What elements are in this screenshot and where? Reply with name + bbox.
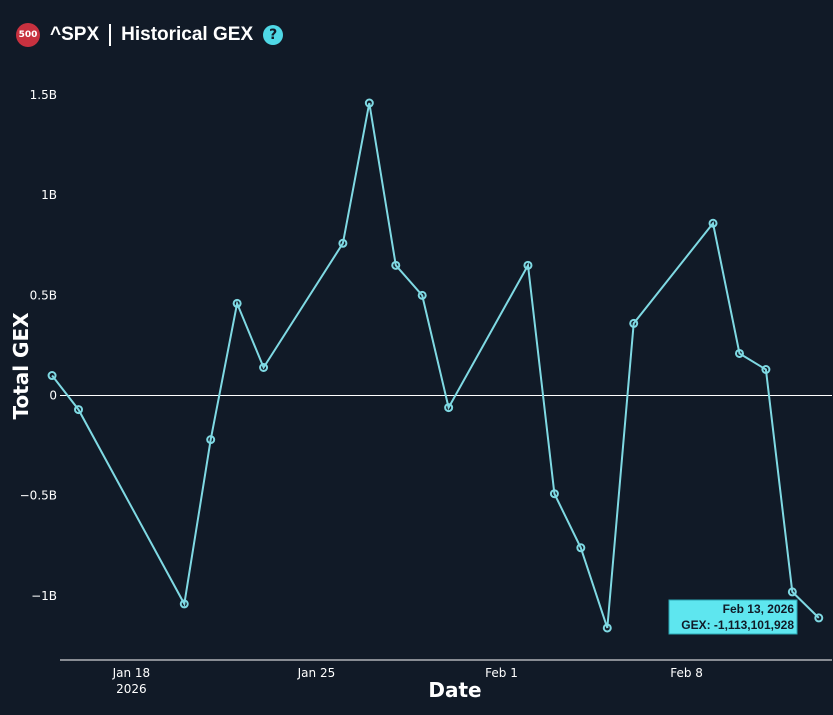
help-icon[interactable]: ? — [263, 25, 284, 45]
ticker-symbol: ^SPX — [50, 24, 100, 45]
data-point[interactable] — [232, 298, 242, 308]
x-axis-ticks: Jan 18 2026 Jan 25 Feb 1 Feb 8 — [112, 666, 703, 696]
data-point[interactable] — [814, 613, 824, 623]
hover-tooltip: Feb 13, 2026 GEX: -1,113,101,928 — [668, 599, 798, 635]
data-point[interactable] — [391, 260, 401, 270]
data-point[interactable] — [444, 403, 454, 413]
x-tick-label: Jan 18 — [112, 666, 151, 680]
x-axis-title: Date — [428, 678, 481, 702]
data-point[interactable] — [787, 587, 797, 597]
data-point[interactable] — [364, 98, 374, 108]
gex-series-points[interactable] — [47, 98, 824, 633]
x-tick-label: Jan 25 — [297, 666, 336, 680]
data-point[interactable] — [708, 218, 718, 228]
y-tick-label: 0 — [49, 389, 57, 403]
data-point[interactable] — [338, 238, 348, 248]
y-tick-label: 1B — [41, 188, 57, 202]
chart-title: Historical GEX — [121, 24, 254, 45]
y-tick-label: 1.5B — [30, 88, 57, 102]
gex-series-line — [51, 102, 820, 629]
x-tick-label: Feb 8 — [670, 666, 703, 680]
data-point[interactable] — [523, 260, 533, 270]
tooltip-value: GEX: -1,113,101,928 — [681, 618, 794, 632]
x-tick-year-label: 2026 — [116, 682, 147, 696]
data-point[interactable] — [259, 363, 269, 372]
data-point[interactable] — [179, 599, 189, 609]
data-point[interactable] — [734, 348, 744, 358]
y-tick-label: 0.5B — [30, 288, 57, 302]
y-tick-label: −1B — [31, 589, 57, 603]
data-point[interactable] — [761, 365, 771, 375]
tooltip-date: Feb 13, 2026 — [723, 602, 795, 616]
x-tick-label: Feb 1 — [485, 666, 518, 680]
y-tick-label: −0.5B — [20, 489, 57, 503]
sp500-badge-icon: 500 — [16, 23, 40, 47]
chart-header: 500 ^SPX Historical GEX ? — [16, 20, 284, 50]
data-point[interactable] — [576, 543, 586, 553]
data-point[interactable] — [549, 489, 559, 499]
data-point[interactable] — [602, 623, 612, 633]
y-axis-ticks: 1.5B 1B 0.5B 0 −0.5B −1B — [20, 88, 57, 603]
tooltip-background — [668, 599, 798, 635]
y-axis-title: Total GEX — [9, 312, 33, 420]
data-point[interactable] — [417, 290, 427, 300]
data-point[interactable] — [47, 371, 57, 381]
data-point[interactable] — [206, 435, 216, 445]
title-divider — [109, 24, 112, 46]
data-point[interactable] — [74, 405, 84, 415]
data-point[interactable] — [629, 318, 639, 328]
